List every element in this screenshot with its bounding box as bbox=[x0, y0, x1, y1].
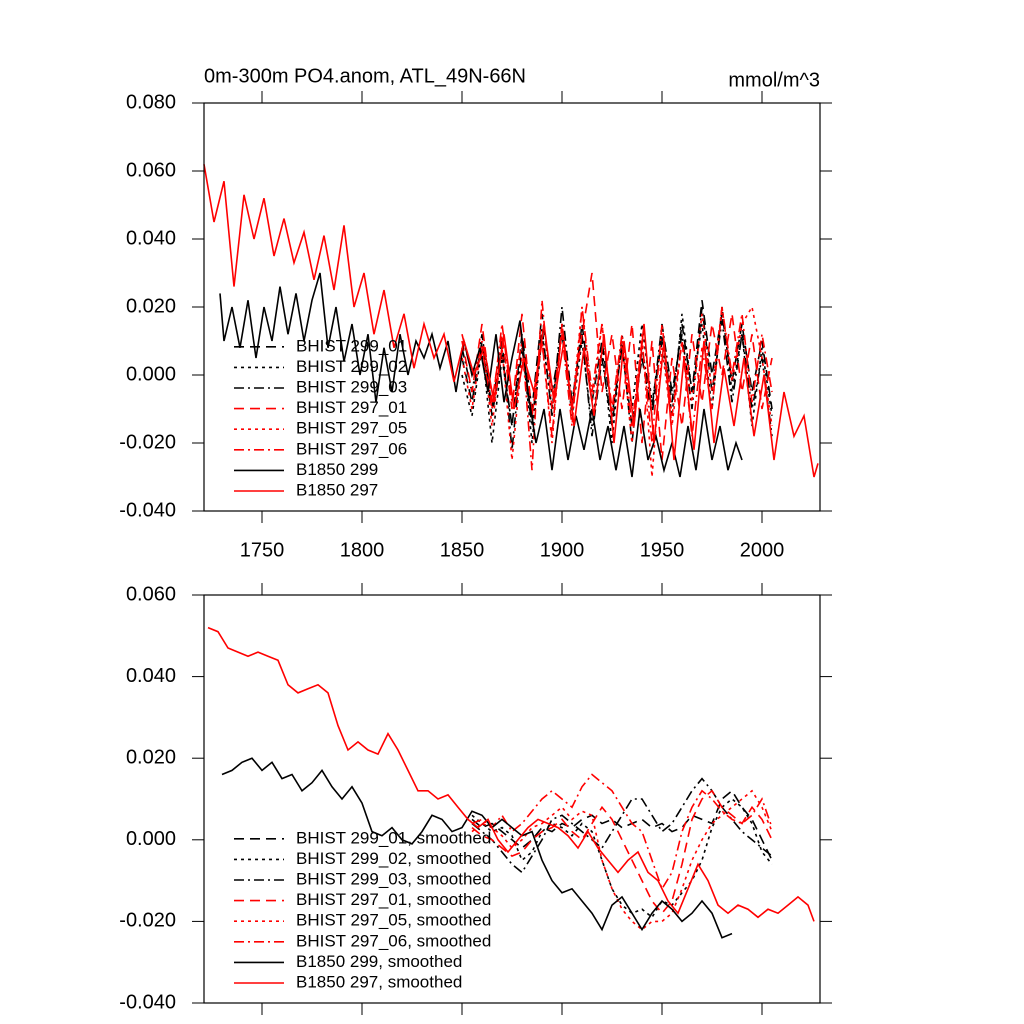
legend-label: BHIST 297_06 bbox=[296, 439, 407, 458]
chart-title: 0m-300m PO4.anom, ATL_49N-66N bbox=[204, 65, 526, 87]
legend-label: B1850 299 bbox=[296, 460, 378, 479]
y-tick-label: 0.020 bbox=[126, 746, 176, 768]
series-line bbox=[471, 789, 773, 931]
series-line bbox=[471, 777, 773, 874]
x-tick-label: 1750 bbox=[240, 539, 285, 561]
plot-frame bbox=[203, 594, 821, 1004]
y-tick-label: 0.000 bbox=[126, 828, 176, 850]
y-tick-label: -0.020 bbox=[119, 910, 176, 932]
series-line bbox=[207, 626, 815, 922]
plot-frame bbox=[203, 102, 821, 512]
y-tick-label: 0.040 bbox=[126, 665, 176, 687]
legend-label: BHIST 297_01 bbox=[296, 398, 407, 417]
series-line bbox=[471, 773, 773, 891]
legend-label: B1850 297 bbox=[296, 480, 378, 499]
units-label: mmol/m^3 bbox=[728, 69, 820, 91]
y-tick-label: -0.020 bbox=[119, 431, 176, 453]
legend-label: BHIST 297_05 bbox=[296, 419, 407, 438]
legend-label: B1850 297, smoothed bbox=[296, 972, 462, 991]
legend-label: BHIST 297_01, smoothed bbox=[296, 890, 491, 909]
series-line bbox=[461, 304, 773, 478]
y-tick-label: 0.040 bbox=[126, 227, 176, 249]
x-tick-label: 1850 bbox=[440, 539, 485, 561]
legend-label: BHIST 299_03, smoothed bbox=[296, 869, 491, 888]
x-tick-label: 1950 bbox=[640, 539, 685, 561]
legend-label: B1850 299, smoothed bbox=[296, 952, 462, 971]
series-line bbox=[219, 272, 743, 478]
series-line bbox=[461, 306, 773, 450]
y-tick-label: 0.000 bbox=[126, 363, 176, 385]
legend-label: BHIST 299_03 bbox=[296, 377, 407, 396]
y-tick-label: 0.080 bbox=[126, 91, 176, 113]
legend-label: BHIST 299_02, smoothed bbox=[296, 849, 491, 868]
y-tick-label: -0.040 bbox=[119, 499, 176, 521]
series-line bbox=[471, 797, 773, 919]
x-tick-label: 2000 bbox=[740, 539, 785, 561]
legend-label: BHIST 299_01 bbox=[296, 336, 407, 355]
legend-label: BHIST 299_01, smoothed bbox=[296, 828, 491, 847]
y-tick-label: 0.020 bbox=[126, 295, 176, 317]
series-line bbox=[471, 789, 773, 915]
series-line bbox=[221, 757, 733, 939]
x-tick-label: 1800 bbox=[340, 539, 385, 561]
series-line bbox=[203, 164, 819, 478]
y-tick-label: -0.040 bbox=[119, 991, 176, 1013]
legend-label: BHIST 299_02 bbox=[296, 357, 407, 376]
x-tick-label: 1900 bbox=[540, 539, 585, 561]
y-tick-label: 0.060 bbox=[126, 159, 176, 181]
series-line bbox=[461, 300, 773, 471]
legend-label: BHIST 297_05, smoothed bbox=[296, 911, 491, 930]
y-tick-label: 0.060 bbox=[126, 583, 176, 605]
legend-label: BHIST 297_06, smoothed bbox=[296, 931, 491, 950]
